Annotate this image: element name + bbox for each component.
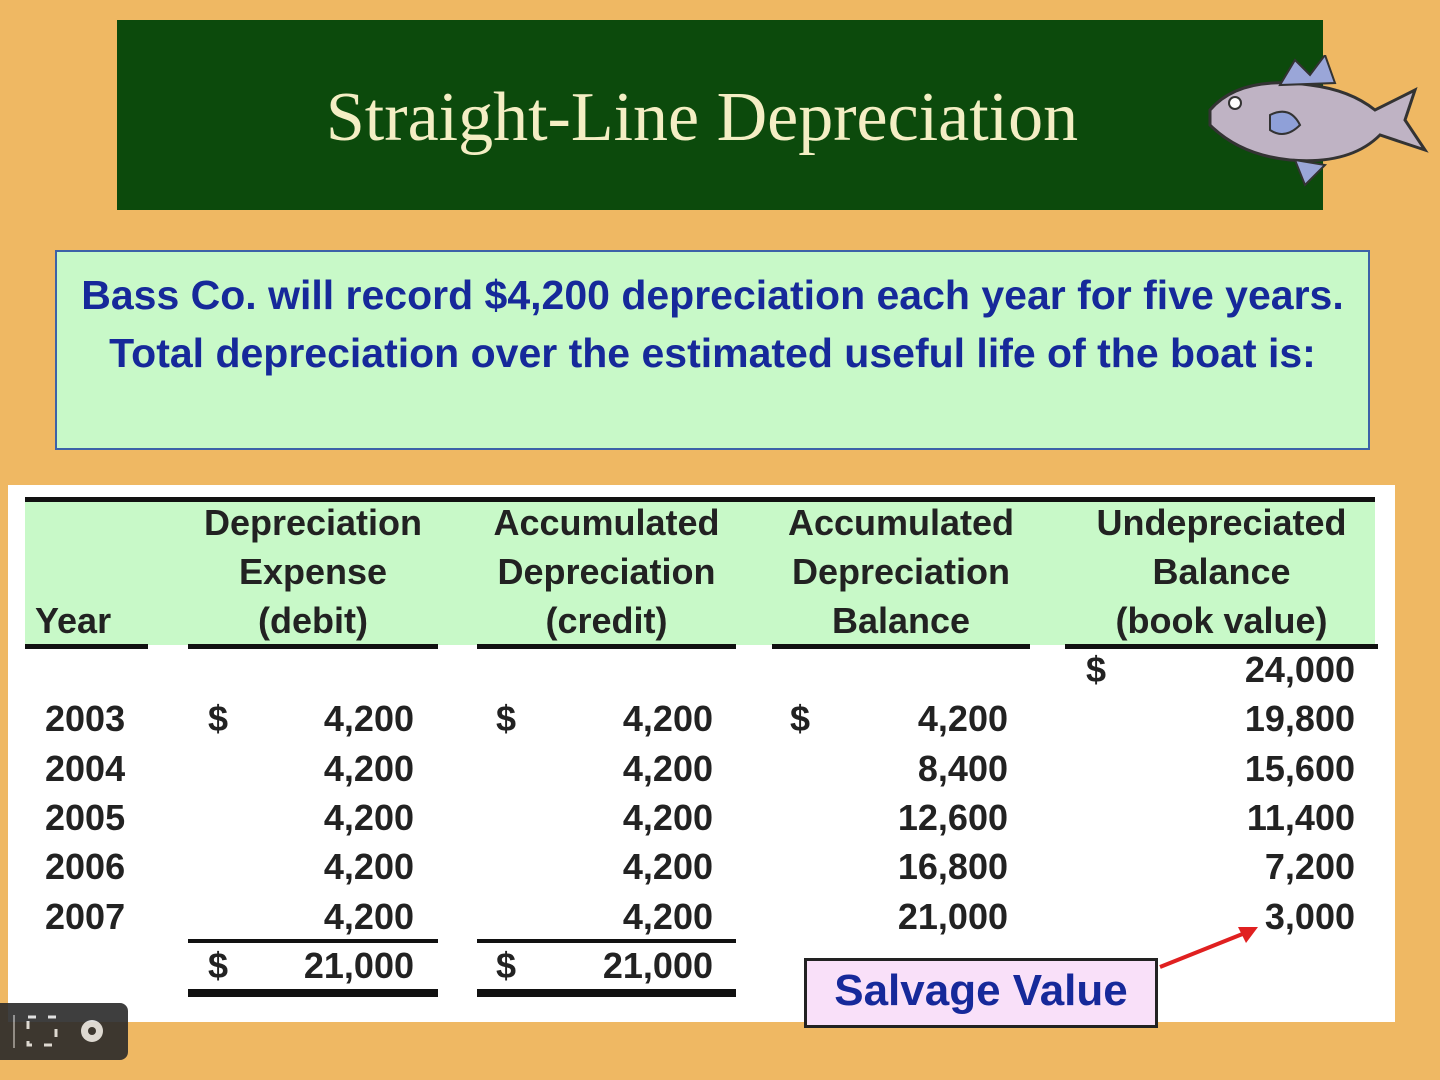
amount-cell: 15,600 — [1244, 747, 1355, 789]
intro-box — [55, 250, 1370, 450]
header-text: Expense — [238, 551, 388, 592]
amount-cell: 4,200 — [622, 747, 713, 789]
amount-cell: 21,000 — [897, 895, 1008, 937]
header-text: Depreciation — [791, 551, 1011, 592]
header-text: (credit) — [545, 600, 668, 641]
header-text: Undepreciated — [1096, 502, 1347, 543]
year-cell: 2004 — [45, 747, 126, 789]
player-icons — [13, 1015, 103, 1048]
amount-cell: 4,200 — [323, 747, 414, 789]
year-cell: 2006 — [45, 846, 126, 888]
rule — [188, 644, 438, 649]
rule — [188, 989, 438, 997]
callout-box — [804, 958, 1158, 1028]
rule — [188, 939, 438, 943]
header-band — [25, 497, 1375, 645]
amount-cell: 11,400 — [1246, 796, 1355, 838]
amount-cell: 19,800 — [1244, 698, 1355, 740]
header-text: (book value) — [1115, 600, 1328, 641]
year-cell: 2005 — [45, 796, 126, 838]
amount-cell: 4,200 — [323, 698, 414, 740]
callout-label: Salvage Value — [834, 966, 1128, 1015]
rule — [477, 644, 736, 649]
amount-cell: 4,200 — [622, 698, 713, 740]
player-controls[interactable] — [0, 1003, 128, 1060]
rule — [477, 989, 736, 997]
fish-clipart — [1208, 55, 1429, 187]
callout-arrow — [1159, 927, 1258, 969]
currency-sign: $ — [208, 944, 229, 986]
currency-sign: $ — [496, 944, 517, 986]
amount-cell: 16,800 — [897, 846, 1008, 888]
amount-cell: 7,200 — [1264, 846, 1355, 888]
amount-cell: 4,200 — [622, 895, 713, 937]
rule — [25, 644, 148, 649]
currency-sign: $ — [208, 698, 229, 740]
header-text: Accumulated — [493, 502, 720, 543]
amount-cell: 12,600 — [897, 796, 1008, 838]
header-text: Balance — [831, 600, 971, 641]
amount-cell: 8,400 — [917, 747, 1008, 789]
currency-sign: $ — [496, 698, 517, 740]
year-cell: 2003 — [45, 698, 126, 740]
title-banner — [117, 20, 1323, 210]
header-text: (debit) — [258, 600, 368, 641]
amount-cell: 3,000 — [1264, 895, 1355, 937]
header-text: Depreciation — [203, 502, 423, 543]
header-text: Year — [35, 600, 112, 641]
amount-cell: 4,200 — [323, 846, 414, 888]
opening-balance: 24,000 — [1244, 649, 1355, 690]
currency-sign: $ — [1086, 649, 1107, 690]
amount-cell: 4,200 — [622, 846, 713, 888]
intro-text: Bass Co. will record $4,200 depreciation… — [81, 272, 1344, 376]
amount-cell: 4,200 — [323, 895, 414, 937]
rule — [1065, 644, 1378, 649]
rule — [477, 939, 736, 943]
amount-cell: 4,200 — [917, 698, 1008, 740]
total-cell: 21,000 — [602, 944, 713, 986]
header-text: Depreciation — [497, 551, 716, 592]
currency-sign: $ — [790, 698, 811, 740]
amount-cell: 4,200 — [622, 796, 713, 838]
header-text: Balance — [1152, 551, 1291, 592]
rule — [772, 644, 1030, 649]
year-cell: 2007 — [45, 895, 126, 937]
header-text: Accumulated — [787, 502, 1015, 543]
slide-title: Straight-Line Depreciation — [325, 79, 1079, 156]
amount-cell: 4,200 — [323, 796, 414, 838]
total-cell: 21,000 — [303, 944, 414, 986]
